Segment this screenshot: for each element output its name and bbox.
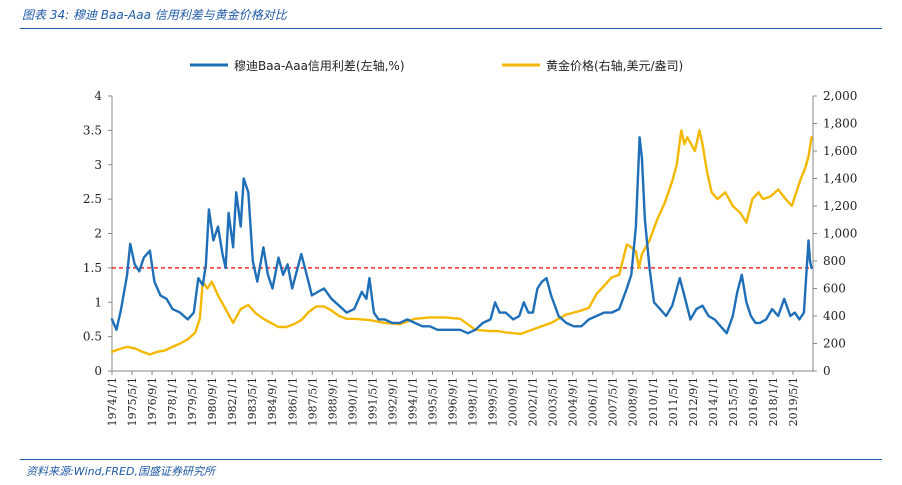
spread-series-line — [110, 136, 813, 335]
x-tick-label: 1996/9/1 — [446, 377, 459, 426]
right-tick-label: 200 — [823, 337, 846, 351]
right-tick-label: 1,200 — [823, 199, 857, 213]
x-tick-label: 2003/5/1 — [547, 377, 560, 426]
x-tick-label: 2019/5/1 — [787, 377, 800, 426]
right-tick-label: 0 — [823, 364, 831, 378]
x-tick-label: 1974/1/1 — [106, 377, 119, 426]
left-tick-label: 3 — [94, 158, 102, 172]
chart: 穆迪Baa-Aaa信用利差(左轴,%) 黄金价格(右轴,美元/盎司) 0 0.5 1 1… — [83, 58, 857, 426]
legend-item-gold-label: 黄金价格(右轴,美元/盎司) — [546, 58, 683, 73]
left-tick-label: 3.5 — [83, 123, 102, 137]
left-tick-label: 0 — [94, 364, 102, 378]
left-tick-label: 0.5 — [83, 330, 102, 344]
right-tick-label: 1,400 — [823, 172, 857, 186]
legend-item-spread-label: 穆迪Baa-Aaa信用利差(左轴,%) — [234, 58, 405, 73]
legend: 穆迪Baa-Aaa信用利差(左轴,%) 黄金价格(右轴,美元/盎司) — [190, 58, 683, 73]
x-tick-label: 1984/9/1 — [266, 377, 279, 426]
x-tick-label: 2015/5/1 — [727, 377, 740, 426]
x-tick-label: 2006/1/1 — [587, 377, 600, 426]
right-tick-label: 800 — [823, 254, 846, 268]
gold-series-line — [110, 129, 813, 356]
plot-area — [110, 129, 813, 356]
x-tick-label: 1982/1/1 — [226, 377, 239, 426]
x-tick-label: 1988/9/1 — [326, 377, 339, 426]
x-tick-label: 1991/5/1 — [366, 377, 379, 426]
x-tick-label: 2018/1/1 — [767, 377, 780, 426]
axes: 0 0.5 1 1.5 2 2.5 3 3.5 4 0 200 400 600 800 1,000 1,200… — [83, 89, 857, 426]
x-tick-label: 2007/5/1 — [607, 377, 620, 426]
right-tick-label: 2,000 — [823, 89, 857, 103]
x-tick-label: 1998/1/1 — [467, 377, 480, 426]
figure-title: 图表 34: 穆迪 Baa-Aaa 信用利差与黄金价格对比 — [22, 8, 287, 22]
x-tick-label: 1990/1/1 — [346, 377, 359, 426]
x-tick-label: 1992/9/1 — [386, 377, 399, 426]
x-tick-label: 1975/5/1 — [126, 377, 139, 426]
x-tick-label: 1983/5/1 — [246, 377, 259, 426]
x-tick-label: 2016/9/1 — [747, 377, 760, 426]
x-tick-label: 2014/1/1 — [707, 377, 720, 426]
x-tick-label: 1986/1/1 — [286, 377, 299, 426]
x-tick-label: 2000/9/1 — [507, 377, 520, 426]
x-tick-label: 2012/9/1 — [687, 377, 700, 426]
x-tick-label: 1995/5/1 — [426, 377, 439, 426]
left-tick-label: 1.5 — [83, 261, 102, 275]
left-tick-label: 1 — [94, 295, 102, 309]
left-tick-label: 4 — [94, 89, 102, 103]
x-tick-label: 2008/9/1 — [627, 377, 640, 426]
x-tick-label: 1979/5/1 — [186, 377, 199, 426]
left-tick-label: 2.5 — [83, 192, 102, 206]
source-note: 资料来源:Wind,FRED,国盛证券研究所 — [26, 465, 215, 478]
x-tick-label: 2010/1/1 — [647, 377, 660, 426]
x-tick-label: 1978/1/1 — [166, 377, 179, 426]
right-tick-label: 1,000 — [823, 227, 857, 241]
x-tick-label: 1999/5/1 — [487, 377, 500, 426]
x-tick-label: 1994/1/1 — [406, 377, 419, 426]
source-divider — [20, 459, 882, 460]
title-divider — [20, 28, 882, 29]
x-tick-label: 2004/9/1 — [567, 377, 580, 426]
x-tick-label: 1980/9/1 — [206, 377, 219, 426]
x-tick-label: 1976/9/1 — [146, 377, 159, 426]
right-tick-label: 1,800 — [823, 117, 857, 131]
right-tick-label: 400 — [823, 309, 846, 323]
right-tick-label: 1,600 — [823, 144, 857, 158]
right-tick-label: 600 — [823, 282, 846, 296]
x-tick-label: 2011/5/1 — [667, 377, 680, 426]
left-tick-label: 2 — [94, 227, 102, 241]
x-tick-label: 1987/5/1 — [306, 377, 319, 426]
x-tick-label: 2002/1/1 — [527, 377, 540, 426]
